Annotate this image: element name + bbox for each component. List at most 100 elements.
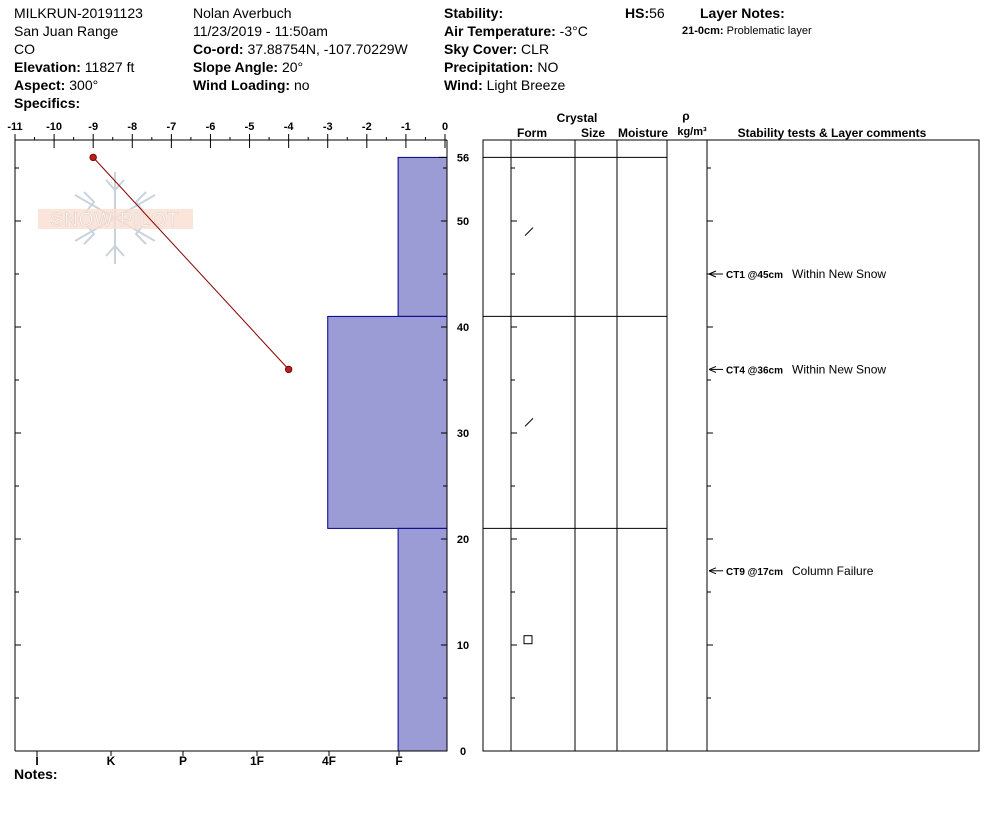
stability-test-comment: Column Failure	[792, 564, 874, 578]
hardness-layer-bar	[327, 315, 448, 529]
height-tick-label: 56	[457, 152, 469, 164]
layer-note-text: Problematic layer	[726, 25, 812, 37]
temperature-point	[89, 153, 97, 162]
hardness-tick-label: P	[179, 754, 187, 768]
slope-label: Slope Angle:	[193, 59, 279, 75]
crystal-slash-icon	[524, 227, 534, 236]
temp-tick-label: -9	[88, 121, 98, 133]
crystal-slash-icon	[524, 418, 534, 427]
snowflake-icon	[74, 172, 156, 264]
rho-header: ρ	[682, 109, 689, 123]
height-tick-label: 40	[457, 322, 469, 334]
state-name: CO	[14, 41, 35, 57]
temp-tick-label: -8	[127, 121, 137, 133]
hardness-tick-label: 4F	[322, 754, 336, 768]
pit-id: MILKRUN-20191123	[14, 5, 143, 21]
layer-notes-heading: Layer Notes:	[700, 4, 785, 22]
form-header: Form	[517, 126, 547, 140]
moisture-header: Moisture	[618, 126, 668, 140]
height-tick-label: 30	[457, 428, 469, 440]
temp-tick-label: -2	[362, 121, 372, 133]
temp-tick-label: -11	[7, 121, 22, 133]
range-name: San Juan Range	[14, 23, 119, 39]
stability-arrow-icon	[708, 365, 717, 373]
temperature-line	[92, 157, 290, 370]
aspect-value: 300°	[69, 77, 99, 93]
hardness-tick-label: K	[107, 754, 116, 768]
elevation-label: Elevation:	[14, 59, 81, 75]
coord-value: 37.88754N, -107.70229W	[247, 41, 408, 57]
header-col2: Nolan Averbuch 11/23/2019 - 11:50am Co-o…	[193, 4, 408, 94]
temp-tick-label: -6	[206, 121, 216, 133]
hardness-tick-label: 1F	[250, 754, 264, 768]
stability-header: Stability tests & Layer comments	[738, 126, 927, 140]
layer-note-range: 21-0cm:	[682, 25, 724, 37]
stability-test-comment: Within New Snow	[792, 362, 886, 376]
air-temp-row: Air Temperature: -3°C	[444, 22, 588, 40]
height-tick-label: 20	[457, 534, 469, 546]
layer-notes-label: Layer Notes:	[700, 5, 785, 21]
sky-label: Sky Cover:	[444, 41, 518, 57]
stability-test-comment: Within New Snow	[792, 267, 886, 281]
stability-arrow-icon	[708, 270, 717, 278]
stratigraphy-table: CT1 @45cm Within New Snow CT4 @36cm Within …	[482, 139, 980, 752]
snowpilot-logo: SNOW PILOT	[38, 172, 193, 264]
aspect-label: Aspect:	[14, 77, 66, 93]
notes-row: Notes:	[14, 765, 58, 783]
hs-row: HS:56	[625, 4, 665, 22]
precip-value: NO	[537, 59, 559, 75]
aspect-row: Aspect: 300°	[14, 76, 143, 94]
density-unit-header: kg/m³	[677, 126, 707, 138]
crystal-header: Crystal	[557, 111, 598, 125]
sky-value: CLR	[521, 41, 550, 57]
temp-tick-label: 0	[442, 121, 448, 133]
stability-test-code: CT4 @36cm	[726, 365, 783, 376]
hardness-tick-label: F	[395, 754, 402, 768]
wind-label: Wind:	[444, 77, 483, 93]
hs-value: 56	[649, 5, 665, 21]
stability-test-code: CT1 @45cm	[726, 270, 783, 281]
coord-label: Co-ord:	[193, 41, 244, 57]
stability-row: Stability:	[444, 4, 588, 22]
wind-value: Light Breeze	[486, 77, 566, 93]
hardness-tick-label: I	[35, 754, 38, 768]
hs-label: HS:	[625, 5, 650, 21]
elevation-value: 11827 ft	[84, 59, 135, 75]
height-tick-label: 50	[457, 216, 469, 228]
temp-tick-label: -7	[166, 121, 176, 133]
hardness-layer-bar	[397, 156, 448, 317]
specifics-label: Specifics:	[14, 95, 81, 111]
wind-loading-row: Wind Loading: no	[193, 76, 408, 94]
height-tick-label: 0	[460, 746, 466, 758]
specifics-row: Specifics:	[14, 94, 143, 112]
header-col1: MILKRUN-20191123 San Juan Range CO Eleva…	[14, 4, 143, 112]
temp-tick-label: -4	[284, 121, 295, 133]
crystal-square-icon	[523, 635, 533, 645]
elevation-row: Elevation: 11827 ft	[14, 58, 143, 76]
temperature-point	[284, 365, 293, 374]
temp-tick-label: -1	[401, 121, 411, 133]
slope-row: Slope Angle: 20°	[193, 58, 408, 76]
logo-text: SNOW PILOT	[50, 210, 179, 231]
stability-test-code: CT9 @17cm	[726, 567, 783, 578]
notes-label: Notes:	[14, 766, 58, 782]
air-temp-value: -3°C	[559, 23, 588, 39]
wind-row: Wind: Light Breeze	[444, 76, 588, 94]
air-temp-label: Air Temperature:	[444, 23, 556, 39]
sky-row: Sky Cover: CLR	[444, 40, 588, 58]
coord-row: Co-ord: 37.88754N, -107.70229W	[193, 40, 408, 58]
observation-datetime: 11/23/2019 - 11:50am	[193, 23, 328, 39]
temp-tick-label: -10	[46, 121, 62, 133]
wind-loading-label: Wind Loading:	[193, 77, 291, 93]
observer-name: Nolan Averbuch	[193, 5, 292, 21]
stability-label: Stability:	[444, 5, 504, 21]
height-tick-label: 10	[457, 640, 469, 652]
header-col3: Stability: Air Temperature: -3°C Sky Cov…	[444, 4, 588, 94]
slope-value: 20°	[281, 59, 304, 75]
temp-tick-label: -5	[245, 121, 255, 133]
temp-tick-label: -3	[323, 121, 333, 133]
hardness-layer-bar	[397, 527, 448, 752]
size-header: Size	[581, 126, 605, 140]
